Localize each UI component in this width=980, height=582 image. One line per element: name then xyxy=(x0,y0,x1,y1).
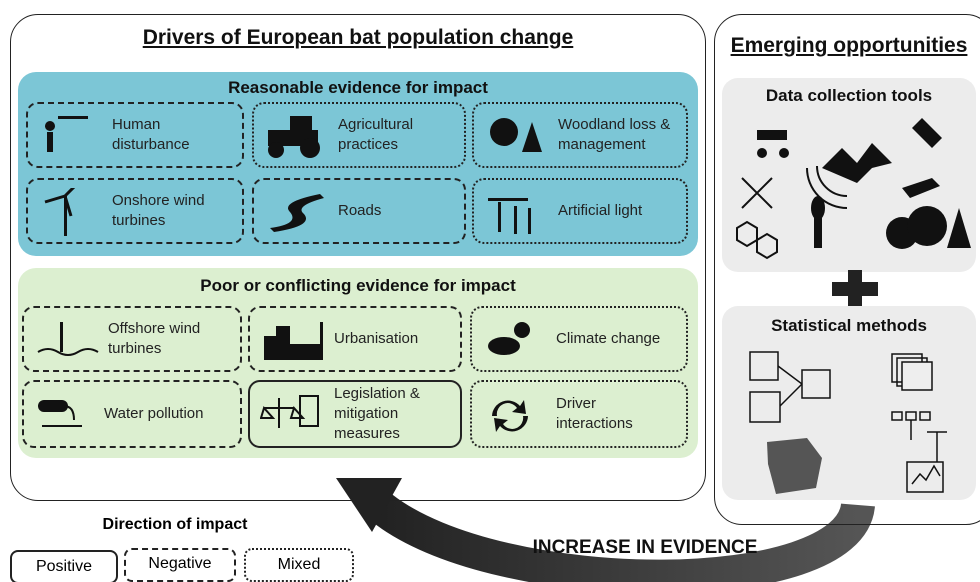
driver-icon xyxy=(270,194,324,232)
arrow-label: INCREASE IN EVIDENCE xyxy=(533,537,758,558)
poor-panel: Poor or conflicting evidence for impact xyxy=(18,268,698,458)
driver-label: Artificial light xyxy=(558,201,643,219)
driver-label: Driver interactions xyxy=(556,394,633,432)
driver-box: Artificial light xyxy=(472,178,688,244)
driver-icon xyxy=(37,322,99,356)
data-tools-icons xyxy=(736,118,971,260)
panel-heading: Data collection tools xyxy=(765,86,933,105)
driver-label: Roads xyxy=(338,201,382,219)
driver-icon xyxy=(268,116,320,158)
driver-box: Human disturbance xyxy=(26,102,244,168)
driver-icon xyxy=(264,322,323,360)
stats-panel: Statistical methods xyxy=(722,306,976,500)
driver-label: Woodland loss & management xyxy=(558,115,671,153)
legend-mixed: Mixed xyxy=(244,548,354,582)
driver-label: Offshore wind turbines xyxy=(108,319,201,357)
driver-box: Onshore wind turbines xyxy=(26,178,244,244)
driver-box: Roads xyxy=(252,178,466,244)
driver-box: Offshore wind turbines xyxy=(22,306,242,372)
drivers-title: Drivers of European bat population chang… xyxy=(142,26,574,49)
driver-label: Agricultural practices xyxy=(338,115,414,153)
stats-icons xyxy=(749,351,947,494)
legend-title: Direction of impact xyxy=(102,516,248,533)
driver-label: Human disturbance xyxy=(112,115,190,153)
driver-box: Woodland loss & management xyxy=(472,102,688,168)
driver-box: Agricultural practices xyxy=(252,102,466,168)
driver-icon xyxy=(45,116,88,152)
legend-positive: Positive xyxy=(10,550,118,582)
arrow-head xyxy=(336,478,402,532)
driver-icon xyxy=(38,400,82,427)
driver-icon xyxy=(492,400,528,432)
data-tools-panel: Data collection tools xyxy=(722,78,976,272)
panel-heading: Statistical methods xyxy=(771,316,927,335)
legend-negative: Negative xyxy=(124,548,236,582)
panel-heading: Poor or conflicting evidence for impact xyxy=(200,276,516,295)
driver-icon xyxy=(488,322,530,355)
driver-icon xyxy=(488,198,531,234)
driver-label: Climate change xyxy=(556,329,661,347)
driver-box: Driver interactions xyxy=(470,380,688,448)
opportunities-title: Emerging opportunities xyxy=(730,34,968,57)
driver-label: Legislation & mitigation measures xyxy=(334,384,420,443)
driver-box: Urbanisation xyxy=(248,306,462,372)
drivers-frame xyxy=(10,14,706,501)
driver-label: Urbanisation xyxy=(334,329,419,347)
driver-box: Legislation & mitigation measures xyxy=(248,380,462,448)
driver-box: Water pollution xyxy=(22,380,242,448)
panel-heading: Reasonable evidence for impact xyxy=(228,78,488,97)
opportunities-frame xyxy=(714,14,980,525)
plus-icon xyxy=(832,270,878,308)
driver-label: Water pollution xyxy=(104,404,204,422)
driver-icon xyxy=(44,188,76,236)
driver-icon xyxy=(490,118,542,152)
driver-box: Climate change xyxy=(470,306,688,372)
driver-label: Onshore wind turbines xyxy=(112,191,205,229)
evidence-arrow xyxy=(371,494,875,582)
driver-icon xyxy=(260,395,319,428)
